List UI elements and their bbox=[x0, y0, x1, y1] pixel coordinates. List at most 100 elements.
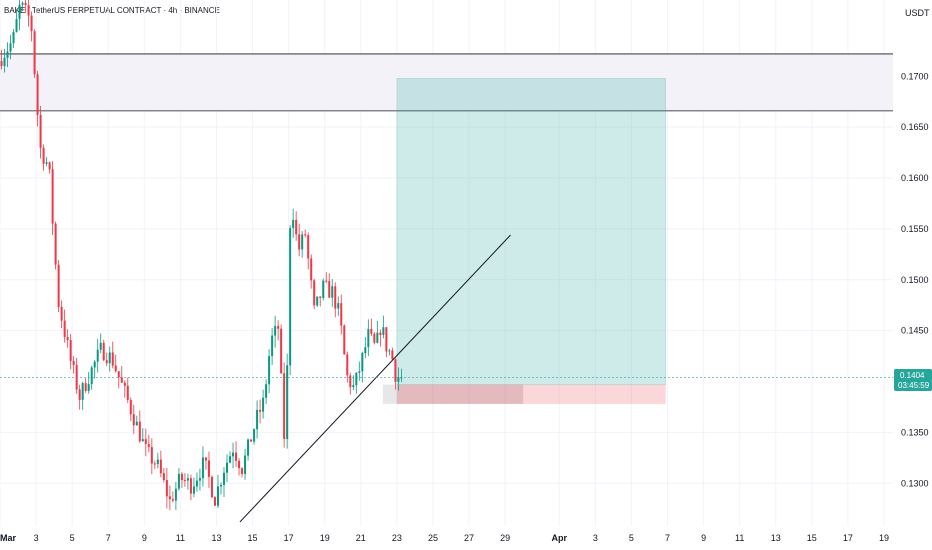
price-tag-value: 0.1404 bbox=[900, 371, 925, 380]
candle-body bbox=[280, 328, 283, 374]
long-position-stop-zone bbox=[396, 384, 666, 404]
candle-body bbox=[295, 219, 298, 235]
candle-body bbox=[135, 421, 138, 426]
candle-body bbox=[201, 457, 204, 479]
time-tick-label: 17 bbox=[843, 533, 853, 543]
price-tag-countdown: 03:45:59 bbox=[898, 381, 930, 390]
candle-body bbox=[322, 280, 325, 298]
candle-body bbox=[120, 377, 123, 383]
candle-body bbox=[198, 478, 201, 481]
candle-body bbox=[349, 375, 352, 388]
candle-body bbox=[171, 499, 174, 501]
candle-body bbox=[12, 31, 15, 44]
candle-body bbox=[391, 350, 394, 360]
candle-body bbox=[63, 320, 66, 337]
long-position-pre-entry bbox=[382, 384, 397, 404]
candle-body bbox=[48, 162, 51, 170]
candle-body bbox=[24, 2, 27, 5]
candle-body bbox=[268, 356, 271, 385]
candle-body bbox=[385, 327, 388, 352]
candle-body bbox=[45, 162, 48, 164]
candle-body bbox=[232, 452, 235, 457]
candle-body bbox=[153, 463, 156, 465]
time-tick-label: 5 bbox=[629, 533, 634, 543]
candle-body bbox=[346, 354, 349, 376]
candle-body bbox=[147, 444, 150, 448]
candle-body bbox=[307, 235, 310, 259]
candle-body bbox=[123, 382, 126, 386]
candle-body bbox=[373, 333, 376, 343]
time-tick-label: Mar bbox=[0, 533, 17, 543]
candle-body bbox=[219, 484, 222, 487]
currency-label: USDT bbox=[905, 8, 930, 18]
candles bbox=[0, 0, 403, 511]
candle-body bbox=[394, 359, 397, 382]
candle-body bbox=[90, 367, 93, 385]
candle-body bbox=[358, 371, 361, 373]
time-tick-label: 25 bbox=[428, 533, 438, 543]
supply-zone bbox=[0, 53, 893, 111]
trendline[interactable] bbox=[239, 234, 511, 523]
candle-body bbox=[159, 459, 162, 474]
candle-body bbox=[283, 373, 286, 440]
candle-body bbox=[186, 478, 189, 481]
candle-body bbox=[247, 439, 250, 456]
candle-body bbox=[27, 4, 30, 16]
candle-body bbox=[340, 303, 343, 326]
zones bbox=[0, 53, 893, 404]
long-position-target-zone bbox=[396, 78, 666, 385]
candle-body bbox=[316, 296, 319, 306]
candle-body bbox=[9, 43, 12, 52]
candle-body bbox=[54, 223, 57, 265]
candle-body bbox=[337, 303, 340, 309]
candle-body bbox=[286, 365, 289, 440]
candle-body bbox=[274, 326, 277, 336]
candle-body bbox=[207, 460, 210, 477]
time-tick-label: 15 bbox=[807, 533, 817, 543]
candle-body bbox=[39, 114, 42, 148]
candle-body bbox=[162, 473, 165, 481]
time-tick-label: 19 bbox=[879, 533, 889, 543]
candle-body bbox=[42, 147, 45, 164]
candle-body bbox=[177, 473, 180, 489]
time-tick-label: 19 bbox=[320, 533, 330, 543]
candle-body bbox=[226, 462, 229, 473]
candle-body bbox=[87, 384, 90, 391]
time-tick-label: Apr bbox=[552, 533, 568, 543]
time-tick-label: 29 bbox=[500, 533, 510, 543]
candle-body bbox=[0, 61, 3, 66]
candle-body bbox=[367, 329, 370, 348]
time-tick-label: 5 bbox=[70, 533, 75, 543]
candle-body bbox=[361, 353, 364, 372]
candle-body bbox=[132, 414, 135, 426]
chart-title: BAKE / TetherUS PERPETUAL CONTRACT · 4h … bbox=[4, 6, 220, 15]
price-tick-label: 0.1600 bbox=[901, 173, 929, 183]
candle-body bbox=[289, 228, 292, 366]
candle-body bbox=[313, 280, 316, 306]
time-tick-label: 9 bbox=[701, 533, 706, 543]
time-tick-label: 7 bbox=[106, 533, 111, 543]
candle-body bbox=[6, 51, 9, 58]
candle-body bbox=[334, 286, 337, 309]
candle-body bbox=[21, 2, 24, 5]
candle-body bbox=[33, 31, 36, 75]
candle-body bbox=[379, 332, 382, 336]
candle-body bbox=[111, 352, 114, 366]
candle-body bbox=[78, 389, 81, 400]
time-tick-label: 3 bbox=[593, 533, 598, 543]
candle-body bbox=[213, 497, 216, 506]
candle-body bbox=[165, 480, 168, 497]
candle-body bbox=[84, 383, 87, 391]
candle-body bbox=[397, 377, 400, 382]
candle-body bbox=[69, 339, 72, 361]
candle-body bbox=[370, 329, 373, 334]
candle-body bbox=[229, 456, 232, 463]
price-tick-label: 0.1350 bbox=[901, 427, 929, 437]
price-tick-label: 0.1650 bbox=[901, 122, 929, 132]
candle-body bbox=[93, 361, 96, 368]
time-tick-label: 13 bbox=[771, 533, 781, 543]
candle-body bbox=[204, 457, 207, 461]
candle-body bbox=[57, 264, 60, 308]
candle-body bbox=[328, 281, 331, 298]
